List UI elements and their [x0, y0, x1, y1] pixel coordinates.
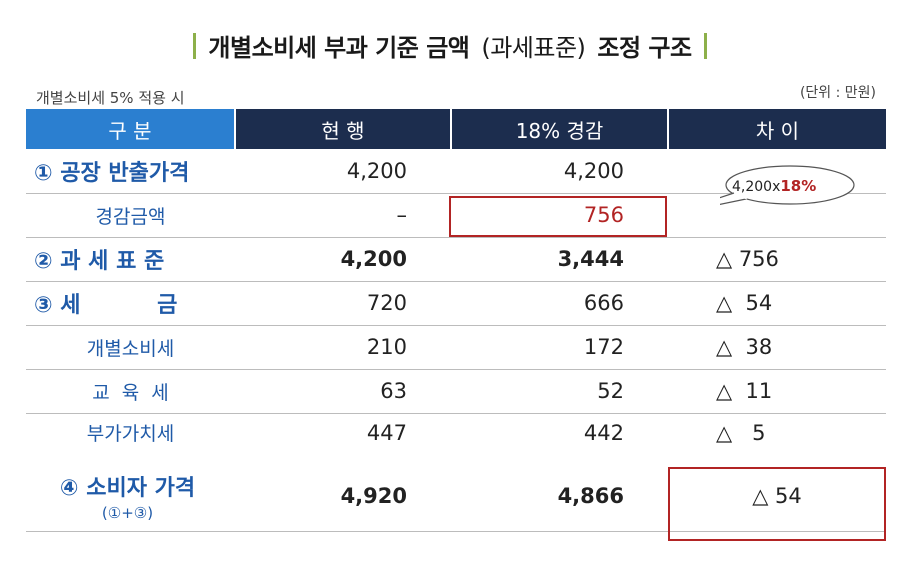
- title-area: 개별소비세 부과 기준 금액 (과세표준) 조정 구조: [0, 28, 900, 63]
- header-difference: 차 이: [667, 109, 886, 149]
- row-label-text: ④ 소비자 가격: [59, 476, 196, 502]
- current-value: 210: [235, 325, 451, 370]
- title-left-bar: [193, 32, 197, 59]
- row-formula: (①+③): [101, 504, 154, 523]
- callout-prefix: 4,200x: [732, 179, 781, 195]
- title-right-bar: [703, 32, 707, 59]
- title-paren: (과세표준): [481, 34, 586, 62]
- difference-value: △ 11: [668, 369, 886, 414]
- row-label: 부가가치세: [26, 413, 235, 458]
- header-current: 현 행: [234, 109, 451, 149]
- title-tail: 조정 구조: [597, 34, 692, 62]
- current-value: 4,920: [235, 457, 451, 532]
- row-label: ② 과 세 표 준: [26, 237, 235, 282]
- reduced-value: 442: [451, 413, 668, 458]
- row-label: 교 육 세: [26, 369, 235, 414]
- reduced-value: 756: [451, 193, 668, 238]
- table-row: ② 과 세 표 준 4,200 3,444 △ 756: [26, 237, 886, 282]
- callout-bubble-icon: [720, 165, 855, 205]
- callout-text: 4,200x18%: [732, 177, 816, 195]
- current-value: 720: [235, 281, 451, 326]
- highlight-box-reduction: [449, 196, 667, 237]
- reduced-value: 172: [451, 325, 668, 370]
- reduced-value: 3,444: [451, 237, 668, 282]
- current-value: 4,200: [235, 237, 451, 282]
- difference-value: △ 5: [668, 413, 886, 458]
- header-category: 구 분: [26, 109, 235, 149]
- reduced-value: 4,866: [451, 457, 668, 532]
- difference-value: △ 756: [668, 237, 886, 282]
- table-row: 개별소비세 210 172 △ 38: [26, 325, 886, 370]
- current-value: 4,200: [235, 149, 451, 194]
- header-reduced: 18% 경감: [450, 109, 668, 149]
- page-title: 개별소비세 부과 기준 금액 (과세표준) 조정 구조: [193, 28, 707, 63]
- table-header-row: 구 분 현 행 18% 경감 차 이: [26, 109, 886, 149]
- table-row: 부가가치세 447 442 △ 5: [26, 413, 886, 458]
- current-value: 447: [235, 413, 451, 458]
- row-label: ③ 세 금: [26, 281, 235, 326]
- reduced-value: 666: [451, 281, 668, 326]
- unit-note: (단위 : 만원): [799, 85, 876, 101]
- tax-structure-table: 구 분 현 행 18% 경감 차 이 ① 공장 반출가격 4,200 4,200…: [26, 109, 886, 532]
- table-row: 경감금액 – 756: [26, 193, 886, 238]
- current-value: –: [235, 193, 451, 238]
- row-label: ④ 소비자 가격 (①+③): [26, 457, 235, 532]
- reduced-value: 52: [451, 369, 668, 414]
- reduced-value: 4,200: [451, 149, 668, 194]
- tax-rate-note: 개별소비세 5% 적용 시: [36, 89, 185, 107]
- table-row: 교 육 세 63 52 △ 11: [26, 369, 886, 414]
- table-row: ③ 세 금 720 666 △ 54: [26, 281, 886, 326]
- current-value: 63: [235, 369, 451, 414]
- callout-highlight: 18%: [780, 177, 817, 195]
- row-label: 경감금액: [26, 193, 235, 238]
- title-main: 개별소비세 부과 기준 금액: [208, 34, 470, 62]
- difference-value: △ 54: [668, 281, 886, 326]
- table-row: ④ 소비자 가격 (①+③) 4,920 4,866 △ 54: [26, 457, 886, 532]
- row-label: ① 공장 반출가격: [26, 149, 235, 194]
- row-label: 개별소비세: [26, 325, 235, 370]
- difference-value: △ 38: [668, 325, 886, 370]
- highlight-box-price-diff: [668, 467, 886, 541]
- difference-value: △ 54: [668, 457, 886, 532]
